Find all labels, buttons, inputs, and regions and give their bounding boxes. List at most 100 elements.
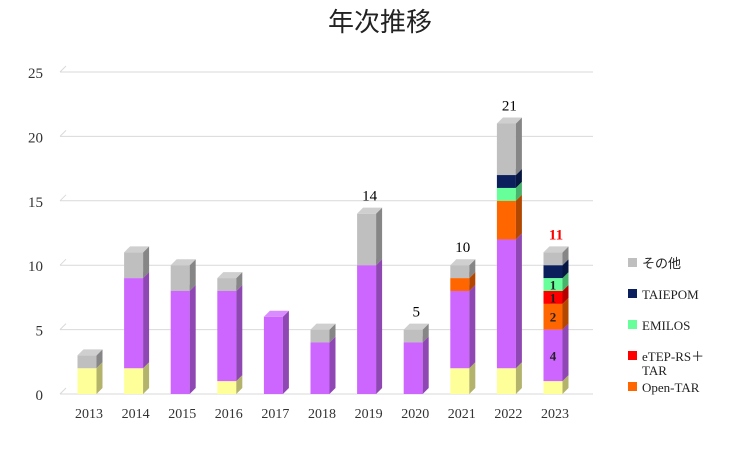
gridline-depth (59, 194, 67, 202)
bar-face (496, 187, 516, 201)
x-tick-label: 2017 (261, 407, 289, 422)
bar-face (170, 265, 190, 291)
bar-side (469, 272, 476, 291)
bar-face (496, 368, 516, 394)
y-tick-label: 0 (36, 388, 44, 404)
bar-face (543, 381, 563, 394)
legend-swatch (628, 258, 637, 267)
bar-segment (263, 310, 289, 394)
bar-face (310, 329, 330, 343)
x-tick-label: 2016 (215, 407, 243, 422)
gridline-depth (59, 323, 67, 330)
bar-top (496, 117, 522, 124)
legend-label: EMILOS (642, 318, 690, 333)
bar-face (357, 213, 377, 266)
bar-side (515, 233, 522, 369)
bar-top (263, 310, 289, 317)
bar-face (77, 368, 97, 394)
legend-swatch (628, 351, 637, 360)
bar-face (217, 381, 237, 394)
legend-label: eTEP-RS＋ (642, 349, 704, 364)
x-tick-label: 2021 (448, 407, 476, 422)
bar-side (422, 323, 429, 343)
bar-side (143, 272, 150, 369)
bar-segment (217, 272, 243, 291)
total-label: 10 (455, 240, 470, 256)
bar-side (329, 323, 336, 343)
bar-face (450, 290, 470, 369)
legend-swatch (628, 289, 637, 298)
bar-face (170, 290, 190, 394)
bar-face (217, 290, 237, 382)
bar-side (96, 362, 103, 394)
bar-top (403, 323, 429, 330)
bar-side (515, 117, 522, 176)
bar-side (189, 259, 196, 291)
legend-label: TAR (642, 363, 667, 378)
bar-face (124, 252, 144, 279)
bar-face (496, 123, 516, 176)
bar-face (357, 265, 377, 394)
bar-face (450, 368, 470, 394)
bar-segment (357, 207, 383, 266)
bar-face (403, 329, 423, 343)
bar-side (329, 336, 336, 394)
bar-side (515, 194, 522, 240)
gridline-depth (59, 387, 67, 395)
bar-face (403, 342, 423, 394)
y-tick-label: 25 (28, 66, 43, 82)
segment-label: 4 (550, 348, 557, 363)
bar-side (236, 375, 243, 394)
y-tick-label: 20 (28, 130, 43, 146)
x-tick-label: 2023 (541, 407, 569, 422)
y-tick-label: 15 (28, 195, 43, 211)
bar-segment (403, 336, 429, 394)
bar-segment (170, 259, 196, 291)
bar-side (189, 284, 196, 394)
bar-face (543, 303, 563, 330)
x-tick-label: 2022 (494, 407, 522, 422)
bar-segment (170, 284, 196, 394)
x-tick-label: 2015 (168, 407, 196, 422)
bar-side (422, 336, 429, 394)
gridline-depth (59, 130, 67, 137)
bar-side (469, 362, 476, 394)
bar-side (143, 246, 150, 279)
x-tick-label: 2019 (355, 407, 383, 422)
bar-face (543, 329, 563, 382)
bar-side (562, 272, 569, 291)
segment-label: 1 (550, 278, 557, 293)
x-tick-label: 2014 (122, 407, 150, 422)
bar-side (143, 362, 150, 394)
bar-segment (543, 246, 569, 266)
bar-face (77, 355, 97, 369)
bar-segment (496, 194, 522, 240)
bar-face (543, 278, 563, 291)
bar-top (77, 349, 103, 356)
legend-item: EMILOS (628, 318, 690, 333)
bar-side (562, 246, 569, 266)
total-label: 5 (412, 305, 420, 321)
bar-segment (217, 284, 243, 382)
legend-label: TAIEPOM (642, 287, 699, 302)
bar-segment (403, 323, 429, 343)
bar-side (376, 207, 383, 266)
bar-face (124, 278, 144, 369)
bar-segment (496, 233, 522, 369)
x-tick-label: 2020 (401, 407, 429, 422)
bar-side (282, 310, 289, 394)
chart-title: 年次推移 (327, 8, 432, 37)
legend-swatch (628, 382, 637, 391)
bar-segment (496, 117, 522, 176)
bar-top (543, 246, 569, 253)
bar-face (450, 278, 470, 291)
gridline-depth (59, 258, 67, 266)
bar-segment (310, 323, 336, 343)
bar-side (562, 297, 569, 330)
legend-item: eTEP-RS＋TAR (628, 349, 704, 378)
bar-top (310, 323, 336, 330)
bar-side (96, 349, 103, 369)
bar-face (263, 316, 283, 394)
legend-swatch (628, 320, 637, 329)
